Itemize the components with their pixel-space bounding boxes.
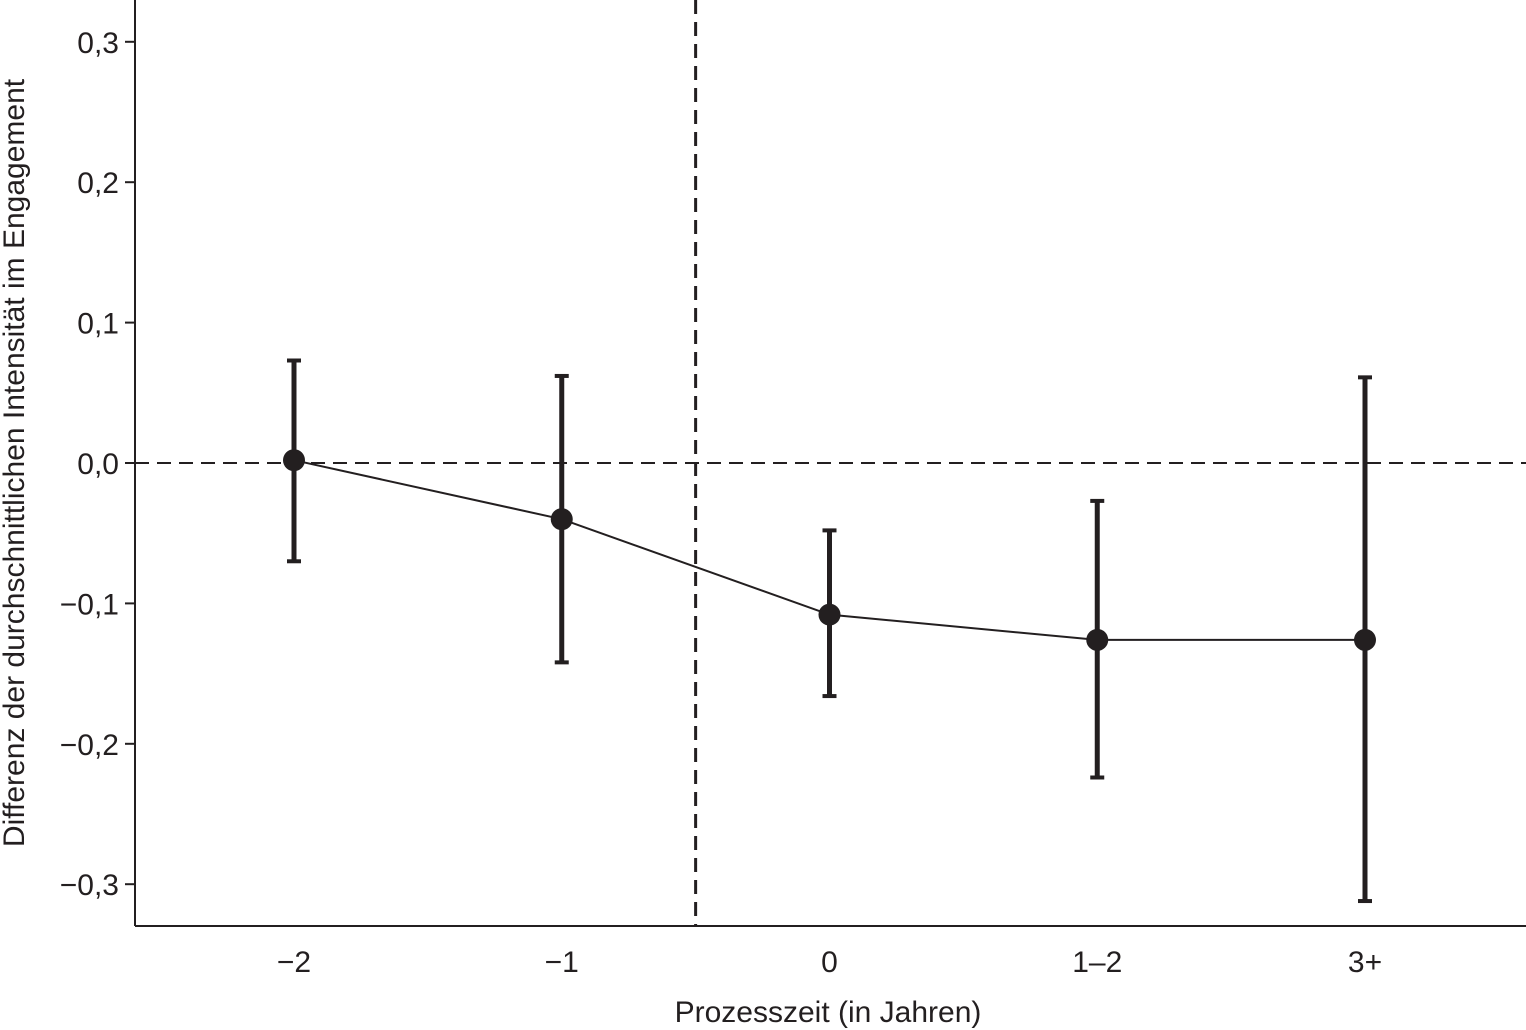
y-tick-label: −0,3 (60, 869, 119, 902)
x-tick-label: −2 (277, 946, 311, 979)
y-tick-label: 0,0 (77, 448, 119, 481)
x-tick-label: 3+ (1348, 946, 1382, 979)
y-tick-label: −0,2 (60, 729, 119, 762)
reference-lines (135, 0, 1526, 926)
x-axis-label: Prozesszeit (in Jahren) (675, 996, 982, 1029)
y-axis-ticks: 0,3 0,2 0,1 0,0 −0,1 −0,2 −0,3 (60, 27, 135, 902)
x-axis-ticks: −2 −1 0 1–2 3+ (277, 946, 1382, 979)
y-tick-label: 0,3 (77, 27, 119, 60)
x-tick-label: −1 (545, 946, 579, 979)
error-bars (287, 358, 1372, 904)
data-point (1086, 628, 1109, 651)
data-point (1354, 628, 1376, 651)
data-point (818, 603, 841, 626)
data-point (550, 508, 573, 531)
x-tick-label: 1–2 (1072, 946, 1122, 979)
data-point (283, 449, 305, 472)
x-tick-label: 0 (821, 946, 838, 979)
y-tick-label: −0,1 (60, 588, 119, 621)
y-axis-label: Differenz der durchschnittlichen Intensi… (0, 78, 31, 847)
y-tick-label: 0,1 (77, 308, 119, 341)
y-tick-label: 0,2 (77, 167, 119, 200)
data-points (283, 449, 1376, 651)
